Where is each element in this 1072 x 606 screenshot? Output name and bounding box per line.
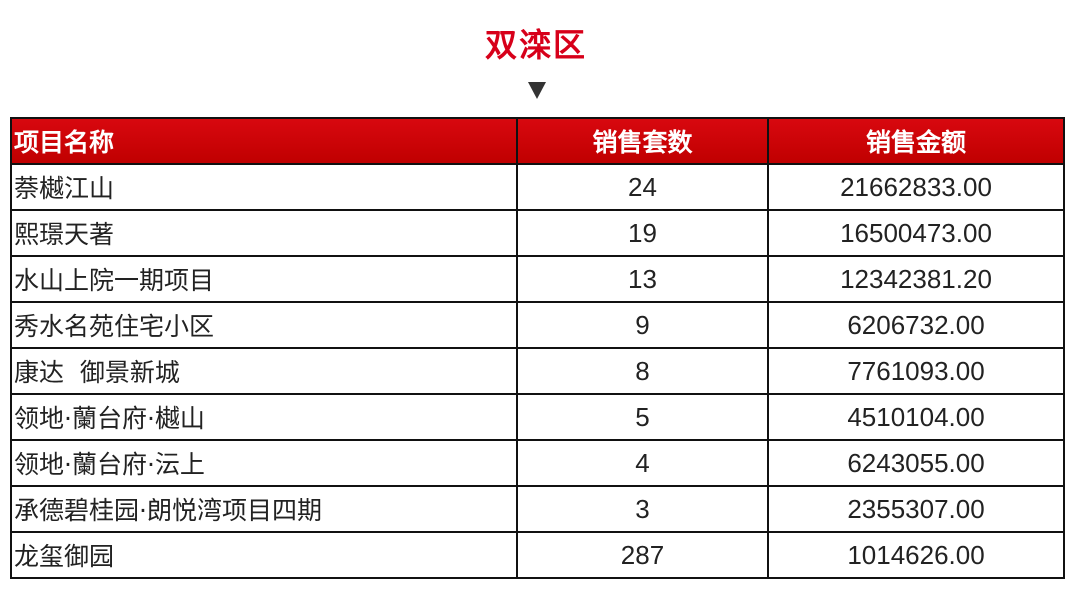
cell-sales-amount: 2355307.00 (767, 485, 1065, 533)
table-row: 秀水名苑住宅小区 9 6206732.00 (10, 301, 1065, 349)
cell-units-sold: 8 (516, 347, 769, 395)
cell-units-sold: 4 (516, 439, 769, 487)
table-header-row: 项目名称 销售套数 销售金额 (10, 117, 1065, 165)
header-units-sold: 销售套数 (516, 117, 769, 165)
cell-project-name: 秀水名苑住宅小区 (10, 301, 518, 349)
cell-sales-amount: 12342381.20 (767, 255, 1065, 303)
cell-units-sold: 5 (516, 393, 769, 441)
table-row: 康达 御景新城 8 7761093.00 (10, 347, 1065, 395)
cell-project-name: 领地·蘭台府·樾山 (10, 393, 518, 441)
cell-units-sold: 24 (516, 163, 769, 211)
cell-project-name: 领地·蘭台府·沄上 (10, 439, 518, 487)
table-row: 承德碧桂园·朗悦湾项目四期 3 2355307.00 (10, 485, 1065, 533)
table-row: 熙璟天著 19 16500473.00 (10, 209, 1065, 257)
cell-sales-amount: 21662833.00 (767, 163, 1065, 211)
table-row: 领地·蘭台府·沄上 4 6243055.00 (10, 439, 1065, 487)
header-project-name: 项目名称 (10, 117, 518, 165)
sales-table: 项目名称 销售套数 销售金额 萘樾江山 24 21662833.00 熙璟天著 19 16… (10, 117, 1065, 579)
cell-project-name: 萘樾江山 (10, 163, 518, 211)
cell-sales-amount: 6243055.00 (767, 439, 1065, 487)
page-title: 双滦区 (484, 26, 587, 64)
cell-project-name: 龙玺御园 (10, 531, 518, 579)
triangle-down-icon (528, 82, 546, 99)
cell-sales-amount: 1014626.00 (767, 531, 1065, 579)
header-sales-amount: 销售金额 (767, 117, 1065, 165)
cell-project-name: 康达 御景新城 (10, 347, 518, 395)
cell-units-sold: 19 (516, 209, 769, 257)
cell-sales-amount: 6206732.00 (767, 301, 1065, 349)
table-row: 领地·蘭台府·樾山 5 4510104.00 (10, 393, 1065, 441)
cell-sales-amount: 4510104.00 (767, 393, 1065, 441)
table-row: 萘樾江山 24 21662833.00 (10, 163, 1065, 211)
cell-units-sold: 287 (516, 531, 769, 579)
cell-sales-amount: 7761093.00 (767, 347, 1065, 395)
cell-units-sold: 9 (516, 301, 769, 349)
cell-units-sold: 3 (516, 485, 769, 533)
table-row: 龙玺御园 287 1014626.00 (10, 531, 1065, 579)
cell-project-name: 水山上院一期项目 (10, 255, 518, 303)
cell-units-sold: 13 (516, 255, 769, 303)
cell-sales-amount: 16500473.00 (767, 209, 1065, 257)
cell-project-name: 熙璟天著 (10, 209, 518, 257)
cell-project-name: 承德碧桂园·朗悦湾项目四期 (10, 485, 518, 533)
table-row: 水山上院一期项目 13 12342381.20 (10, 255, 1065, 303)
